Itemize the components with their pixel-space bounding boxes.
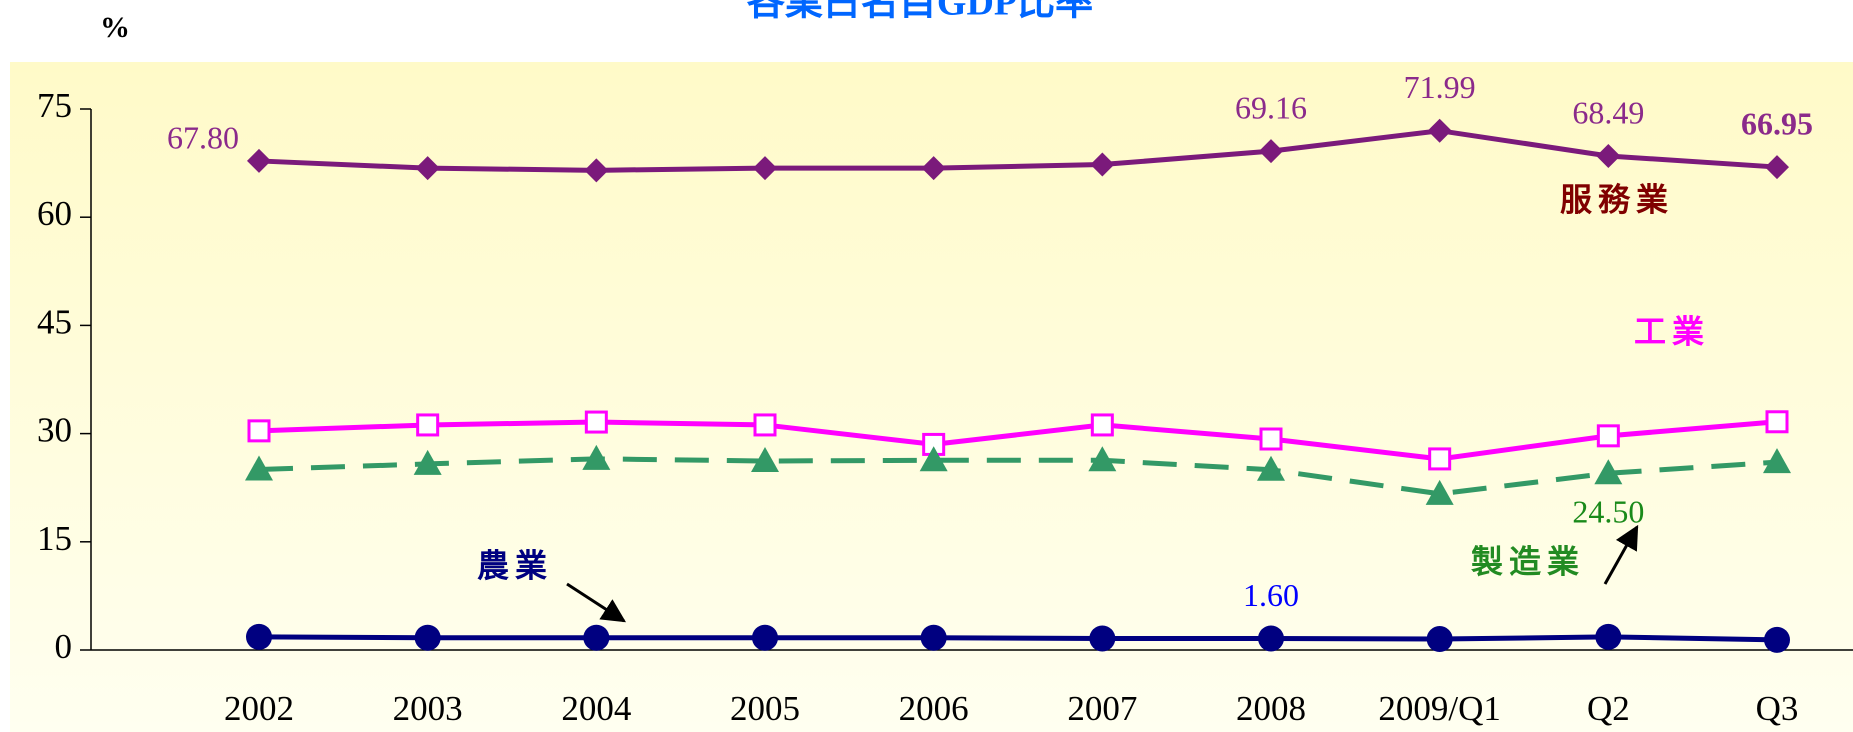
point bbox=[1596, 424, 1620, 448]
arrow bbox=[1603, 524, 1639, 585]
point bbox=[1427, 118, 1452, 143]
x-tick-label: 2004 bbox=[561, 689, 631, 728]
point bbox=[1596, 143, 1621, 168]
series-name: 製造業 bbox=[1471, 543, 1585, 579]
value-label: 69.16 bbox=[1235, 89, 1307, 125]
point bbox=[583, 624, 610, 651]
point bbox=[1257, 455, 1285, 481]
value-label: 71.99 bbox=[1404, 69, 1476, 105]
point bbox=[246, 623, 272, 650]
point bbox=[752, 624, 778, 651]
point bbox=[1258, 625, 1284, 652]
series-line bbox=[258, 634, 1778, 643]
chart-title: 各業占名目GDP比率 bbox=[747, 0, 1093, 24]
x-tick-label: Q3 bbox=[1756, 689, 1799, 728]
value-label: 66.95 bbox=[1741, 105, 1813, 141]
point bbox=[1088, 446, 1117, 472]
y-tick-label: 15 bbox=[37, 519, 72, 558]
point bbox=[582, 444, 611, 470]
point bbox=[1425, 479, 1454, 505]
series-name: 工業 bbox=[1634, 313, 1710, 349]
point bbox=[1259, 427, 1283, 451]
y-tick-label: 45 bbox=[37, 302, 72, 341]
point bbox=[753, 413, 777, 437]
point bbox=[413, 449, 442, 475]
series-line bbox=[258, 419, 1778, 462]
point bbox=[919, 446, 948, 472]
value-label: 67.80 bbox=[167, 119, 239, 155]
point bbox=[1595, 623, 1622, 650]
x-tick-label: 2009/Q1 bbox=[1378, 689, 1501, 728]
point bbox=[414, 624, 441, 651]
y-tick-label: 75 bbox=[37, 86, 72, 125]
point bbox=[1763, 448, 1791, 474]
y-tick-label: 30 bbox=[37, 411, 72, 450]
x-tick-label: 2002 bbox=[224, 689, 294, 728]
y-tick-label: 0 bbox=[55, 627, 73, 666]
point bbox=[1090, 152, 1115, 177]
point bbox=[245, 455, 273, 481]
point bbox=[584, 410, 608, 434]
x-tick-label: Q2 bbox=[1587, 689, 1630, 728]
series-name: 農業 bbox=[477, 547, 553, 583]
x-tick-label: 2003 bbox=[393, 689, 463, 728]
x-tick-label: 2007 bbox=[1067, 689, 1137, 728]
point bbox=[1764, 626, 1790, 653]
point bbox=[1089, 625, 1116, 652]
point bbox=[416, 413, 440, 437]
point bbox=[247, 148, 271, 173]
point bbox=[415, 156, 440, 181]
y-tick-label: 60 bbox=[37, 194, 72, 233]
series-name: 服務業 bbox=[1560, 181, 1674, 217]
point bbox=[1259, 139, 1283, 164]
point bbox=[920, 624, 947, 651]
arrow bbox=[566, 582, 627, 623]
x-tick-label: 2005 bbox=[730, 689, 800, 728]
point bbox=[584, 158, 609, 183]
point bbox=[1765, 155, 1789, 180]
point bbox=[921, 156, 946, 181]
point bbox=[1090, 413, 1114, 437]
series-line bbox=[258, 128, 1778, 173]
point bbox=[1426, 626, 1453, 653]
point bbox=[1765, 410, 1789, 434]
value-label: 68.49 bbox=[1572, 94, 1644, 130]
y-axis-label: % bbox=[100, 11, 130, 44]
series-line bbox=[258, 456, 1778, 497]
point bbox=[1594, 459, 1623, 485]
value-label: 1.60 bbox=[1243, 577, 1299, 613]
point bbox=[751, 447, 779, 473]
point bbox=[1428, 447, 1452, 471]
point bbox=[753, 156, 777, 181]
point bbox=[247, 419, 271, 443]
value-label: 24.50 bbox=[1572, 494, 1644, 530]
x-tick-label: 2006 bbox=[899, 689, 969, 728]
x-tick-label: 2008 bbox=[1236, 689, 1306, 728]
